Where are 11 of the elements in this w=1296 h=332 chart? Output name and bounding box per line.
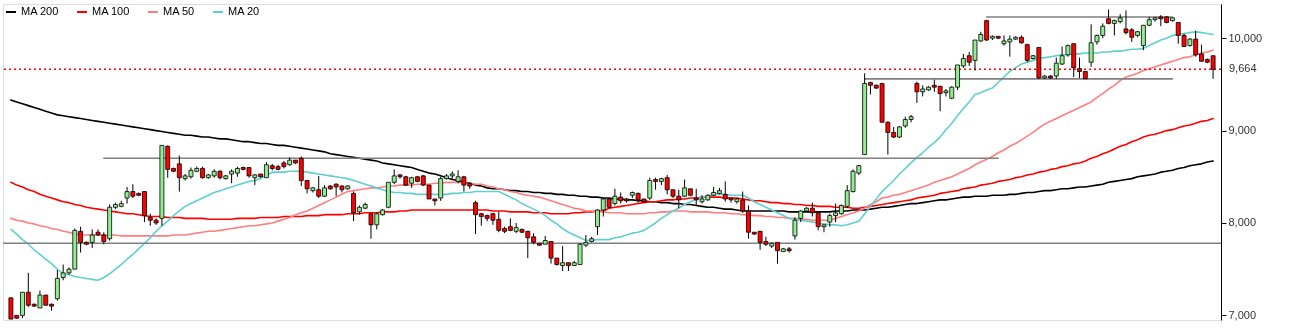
y-tick-label: 8,000 [1228, 216, 1257, 229]
ref-line-label: 9,664 [1229, 62, 1257, 75]
legend-label: MA 50 [163, 5, 195, 17]
y-tick-label: 7,000 [1228, 308, 1257, 321]
legend-label: MA 100 [92, 5, 130, 17]
y-tick-label: 9,000 [1228, 124, 1257, 137]
candlestick [792, 216, 798, 241]
legend-label: MA 20 [228, 5, 260, 17]
y-tick-label: 10,000 [1228, 31, 1263, 44]
candlestick [54, 269, 60, 302]
legend-label: MA 200 [21, 5, 59, 17]
